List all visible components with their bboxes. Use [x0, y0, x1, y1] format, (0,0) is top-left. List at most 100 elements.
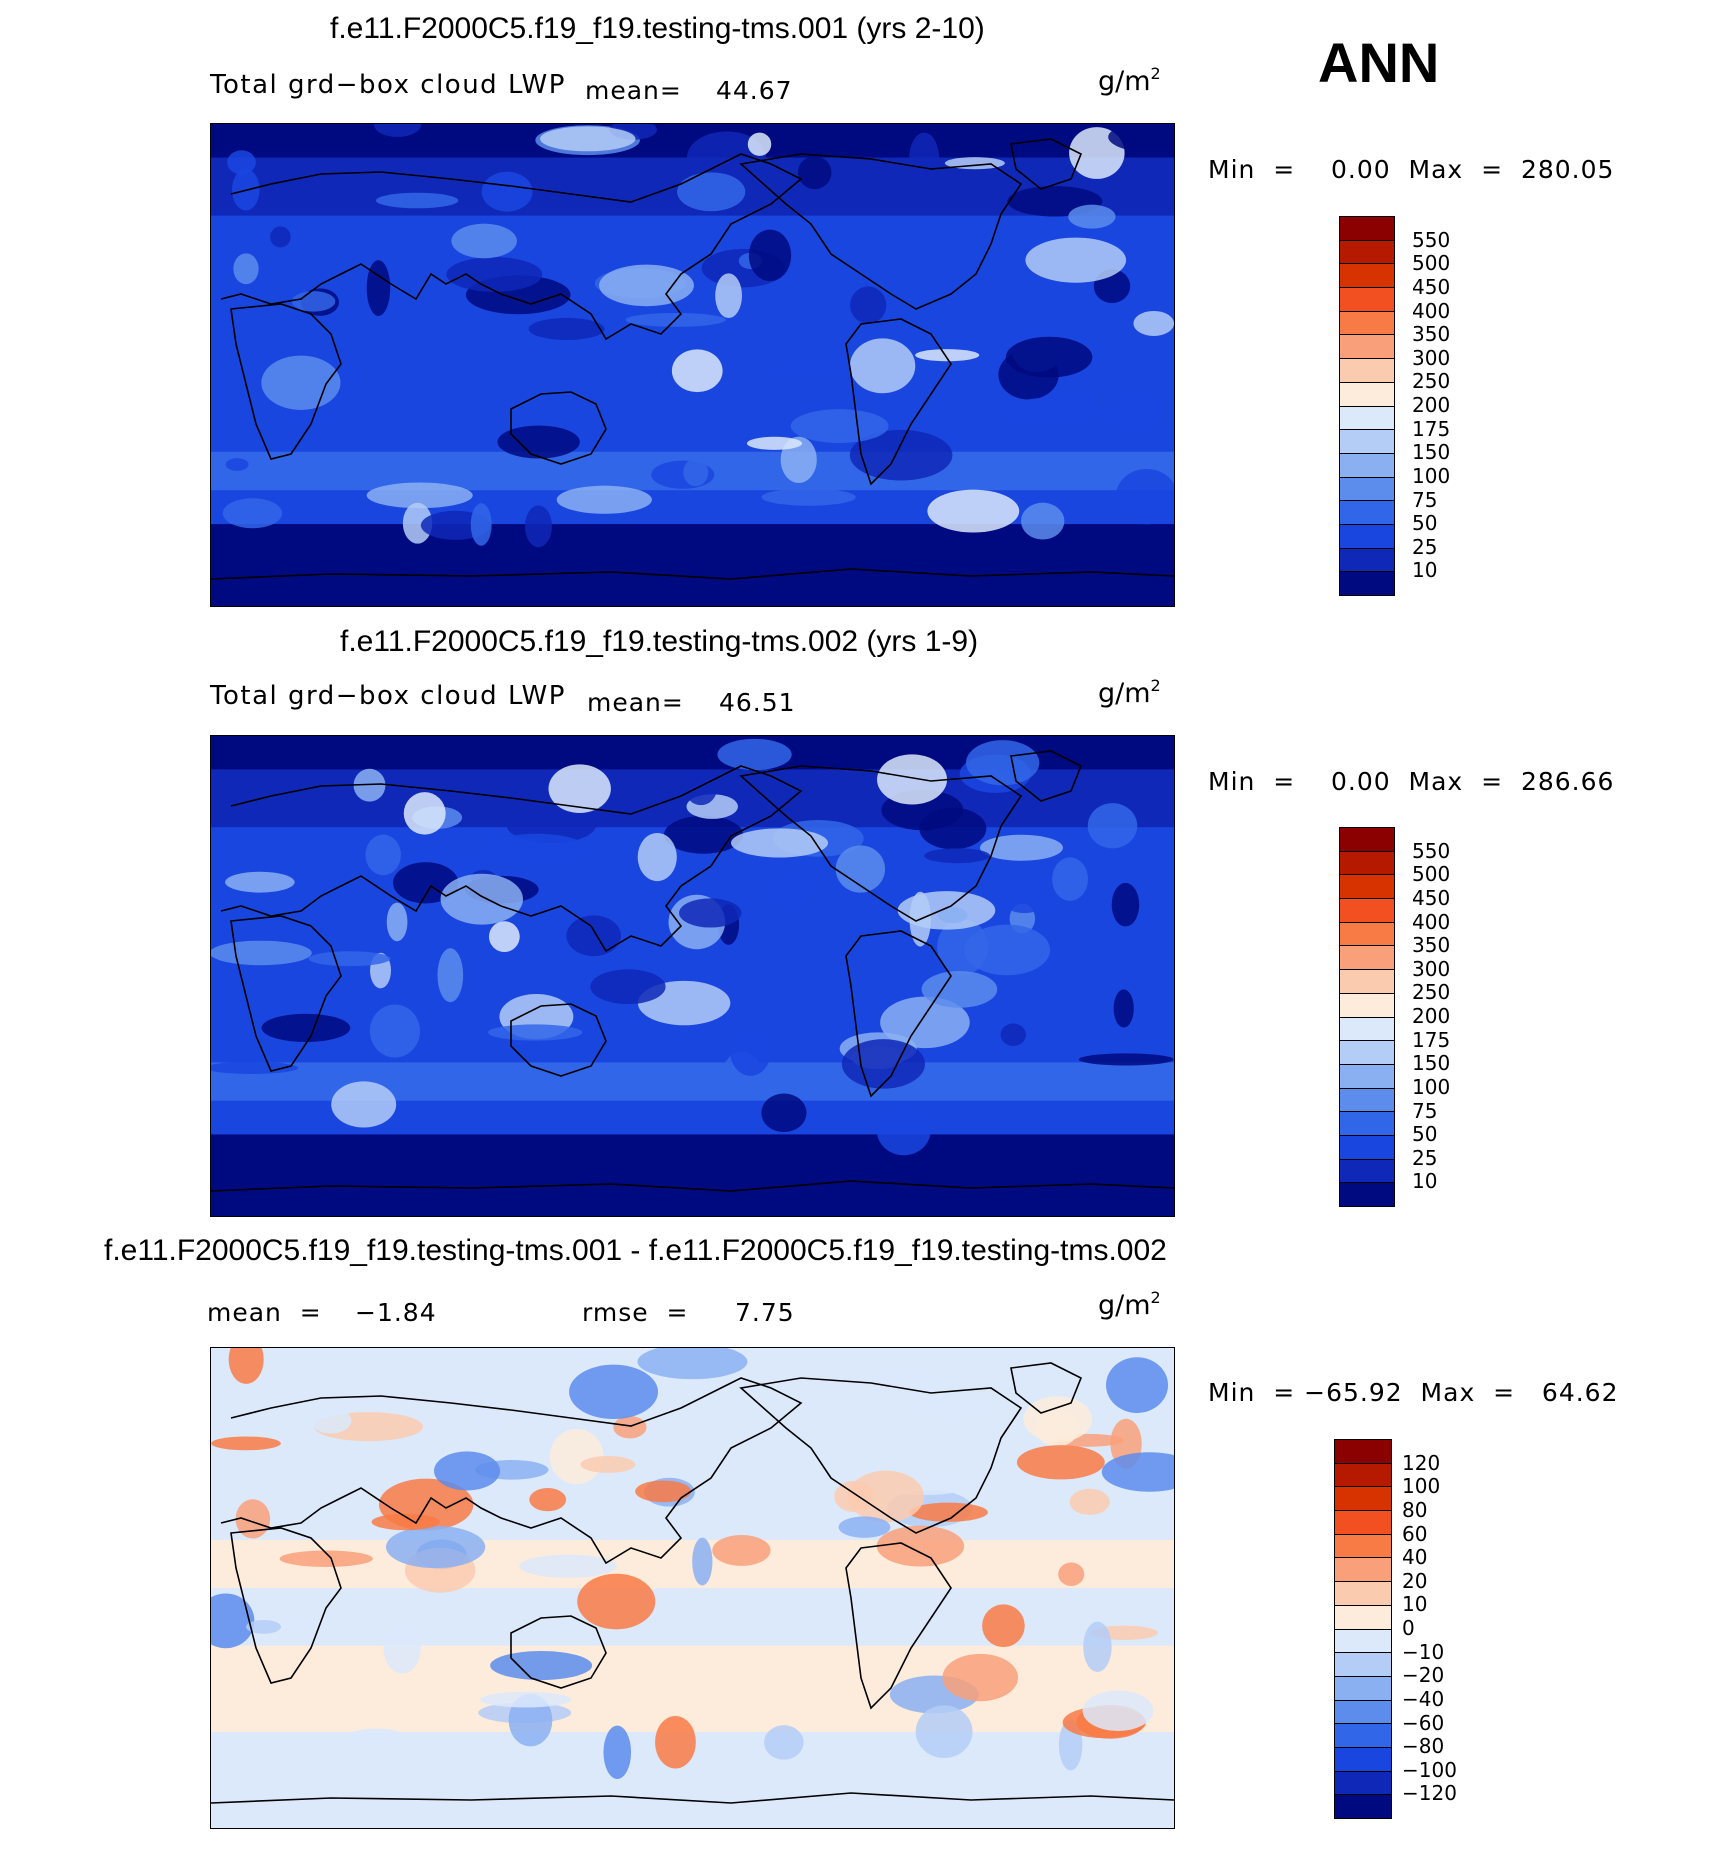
contour-blob: [308, 951, 391, 967]
panel-3-units: g/m2: [1098, 1288, 1161, 1321]
contour-blob: [386, 902, 408, 942]
contour-blob: [876, 1105, 931, 1156]
contour-blob: [270, 226, 291, 248]
colorbar-swatch: [1340, 851, 1394, 876]
contour-blob: [227, 150, 256, 175]
contour-blob: [761, 1093, 807, 1133]
contour-blob: [480, 1691, 572, 1708]
colorbar-swatch: [1340, 1041, 1394, 1065]
colorbar-swatch: [1340, 382, 1394, 407]
coastline: [845, 930, 952, 1098]
contour-blob: [834, 1480, 875, 1513]
panel-1-mean-label: mean=: [585, 76, 682, 105]
coastline: [845, 1542, 952, 1710]
colorbar-label: 350: [1412, 322, 1451, 347]
contour-blob: [446, 257, 543, 292]
contour-blob: [1106, 1357, 1169, 1413]
panel-1-colorbar: [1339, 216, 1395, 596]
contour-blob: [366, 260, 391, 316]
contour-blob: [730, 1026, 771, 1076]
panel-3-rmse-value: 7.75: [735, 1298, 795, 1327]
colorbar-swatch: [1335, 1605, 1391, 1630]
colorbar-swatch: [1340, 899, 1394, 923]
contour-blob: [548, 764, 611, 813]
contour-blob: [876, 1525, 965, 1567]
contour-blob: [1069, 1488, 1110, 1515]
coastline: [1010, 750, 1083, 802]
colorbar-swatch: [1335, 1440, 1391, 1464]
contour-blob: [540, 126, 636, 152]
contour-blob: [982, 1604, 1025, 1648]
contour-blob: [1101, 1452, 1174, 1492]
contour-blob: [211, 1593, 255, 1649]
coastline: [739, 1377, 1023, 1534]
contour-blob: [915, 1705, 973, 1759]
contour-blob: [211, 940, 312, 966]
colorbar-swatch: [1340, 1183, 1394, 1206]
colorbar-swatch: [1340, 1064, 1394, 1089]
colorbar-swatch: [1340, 217, 1394, 241]
contour-blob: [490, 1651, 593, 1680]
colorbar-label: 75: [1412, 1098, 1438, 1123]
contour-blob: [877, 754, 948, 805]
panel-3-minmax: Min = −65.92 Max = 64.62: [1208, 1378, 1619, 1407]
coastline: [230, 915, 342, 1072]
contour-blob: [613, 1416, 647, 1439]
colorbar-swatch: [1340, 946, 1394, 971]
contour-blob: [717, 738, 792, 771]
coastline: [220, 765, 803, 953]
contour-blob: [549, 1429, 604, 1485]
colorbar-swatch: [1340, 311, 1394, 336]
contour-blob: [246, 1620, 282, 1634]
colorbar-label: −100: [1402, 1757, 1457, 1782]
contour-blob: [434, 1451, 501, 1491]
panel-2-units: g/m2: [1098, 676, 1161, 709]
colorbar-label: 500: [1412, 862, 1451, 887]
contour-blob: [767, 356, 870, 381]
coastline: [211, 1792, 1174, 1804]
contour-blob: [580, 1456, 636, 1473]
colorbar-swatch: [1335, 1700, 1391, 1725]
colorbar-label: 25: [1412, 534, 1438, 559]
coastline: [230, 1527, 342, 1684]
coastline: [211, 1180, 1174, 1192]
colorbar-label: 250: [1412, 980, 1451, 1005]
contour-blob: [677, 172, 746, 212]
colorbar-swatch: [1340, 288, 1394, 312]
contour-blob: [556, 485, 652, 514]
colorbar-label: 0: [1402, 1616, 1415, 1640]
colorbar-label: 150: [1412, 440, 1451, 465]
colorbar-swatch: [1340, 240, 1394, 265]
coastline: [510, 1003, 607, 1077]
contour-blob: [1111, 882, 1140, 927]
colorbar-swatch: [1340, 875, 1394, 900]
panel-3-mean-value: −1.84: [355, 1298, 437, 1327]
colorbar-label: −40: [1402, 1686, 1445, 1711]
contour-blob: [909, 1502, 988, 1522]
contour-blob: [937, 919, 989, 975]
panel-2-colorbar: [1339, 827, 1395, 1207]
map-band: [211, 524, 1174, 606]
colorbar-label: 550: [1412, 227, 1451, 252]
contour-blob: [874, 1367, 941, 1397]
colorbar-swatch: [1335, 1747, 1391, 1772]
contour-blob: [1087, 803, 1138, 849]
colorbar-swatch: [1335, 1558, 1391, 1583]
colorbar-label: −80: [1402, 1734, 1445, 1759]
panel-1-colorbar-labels: 550 500 450 400 350 300 250 200 175 150 100 75 50 25 1…: [1412, 216, 1492, 594]
colorbar-swatch: [1340, 264, 1394, 289]
colorbar-swatch: [1335, 1795, 1391, 1818]
contour-blob: [980, 834, 1063, 861]
contour-blob: [847, 1470, 924, 1523]
panel-2-mean-value: 46.51: [719, 688, 796, 717]
colorbar-swatch: [1340, 524, 1394, 549]
colorbar-label: 100: [1412, 463, 1451, 488]
colorbar-swatch: [1335, 1771, 1391, 1796]
contour-blob: [849, 429, 953, 481]
colorbar-label: 120: [1402, 1450, 1441, 1475]
contour-blob: [603, 1725, 632, 1779]
colorbar-label: 50: [1412, 1122, 1438, 1147]
contour-blob: [577, 1573, 656, 1630]
contour-blob: [599, 264, 694, 307]
contour-blob: [524, 505, 552, 548]
